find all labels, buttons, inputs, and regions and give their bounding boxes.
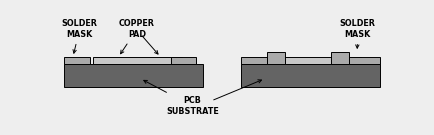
Bar: [330, 52, 349, 64]
Bar: [266, 52, 285, 64]
Bar: [241, 57, 266, 64]
Bar: [64, 57, 89, 64]
Bar: [93, 57, 182, 64]
Text: PCB
SUBSTRATE: PCB SUBSTRATE: [143, 80, 218, 116]
Bar: [278, 57, 360, 64]
Text: SOLDER
MASK: SOLDER MASK: [62, 19, 97, 53]
Text: SOLDER
MASK: SOLDER MASK: [339, 19, 375, 48]
Bar: [170, 57, 195, 64]
Bar: [64, 64, 202, 87]
Bar: [241, 64, 379, 87]
Text: COPPER
PAD: COPPER PAD: [119, 19, 155, 54]
Bar: [349, 57, 379, 64]
